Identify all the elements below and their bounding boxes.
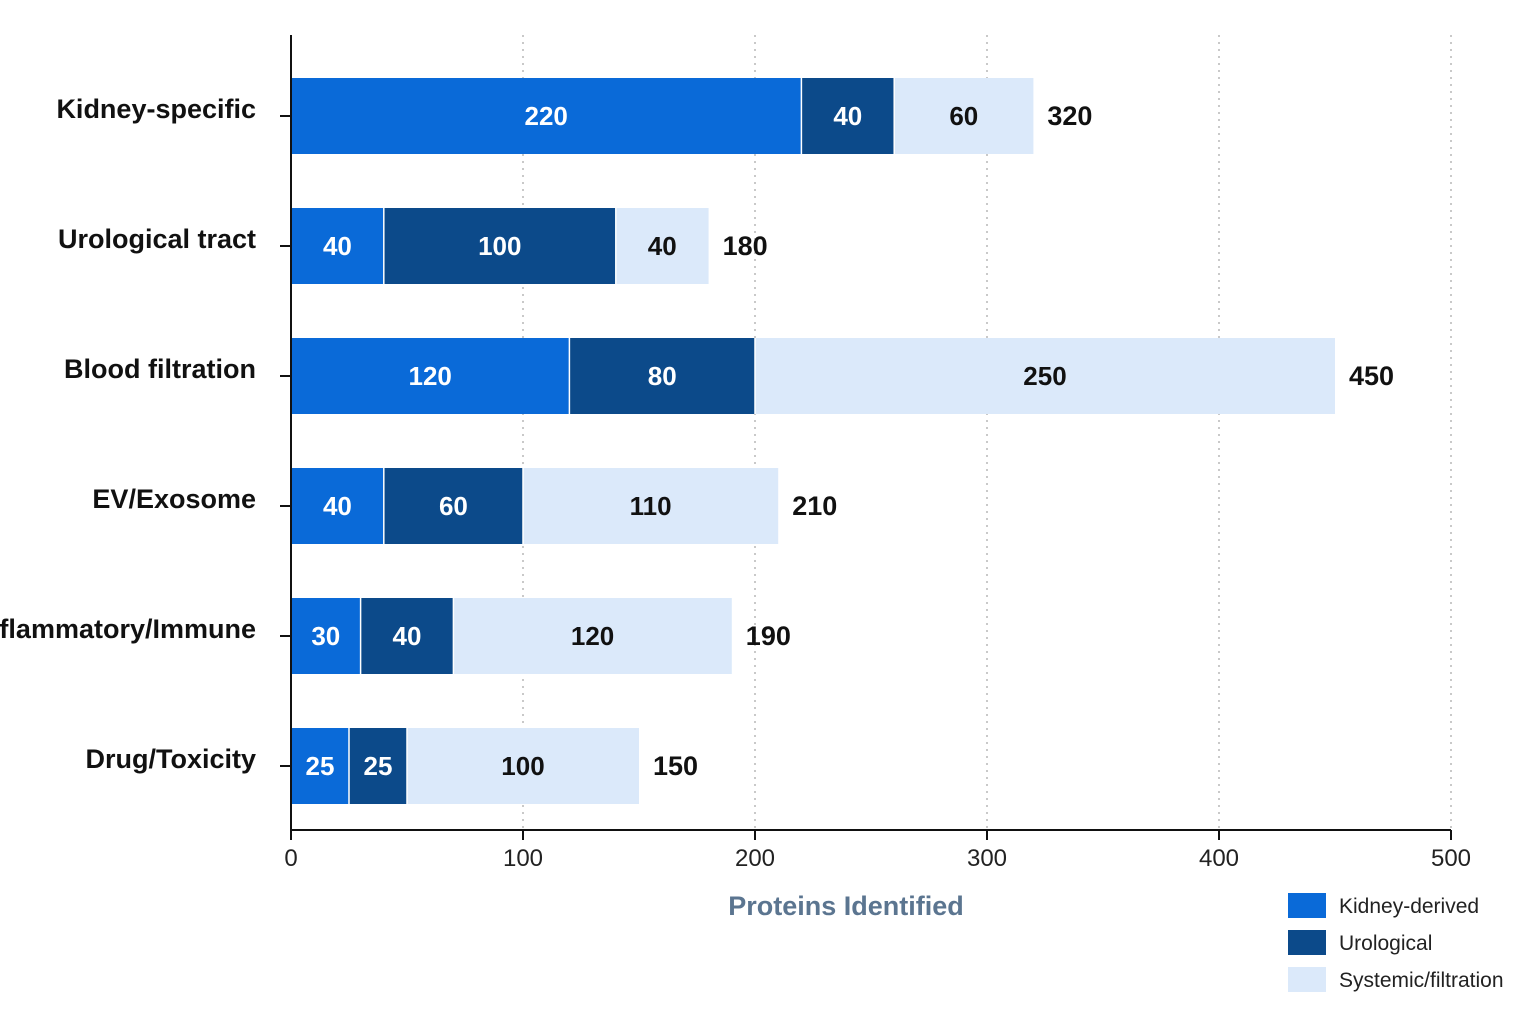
segment-value-label: 60 xyxy=(949,101,978,131)
bar-total-label: 210 xyxy=(792,491,837,521)
bar-total-label: 180 xyxy=(723,231,768,261)
legend-label: Kidney-derived xyxy=(1339,895,1479,918)
bar-segment xyxy=(755,338,1335,414)
bar-segment xyxy=(615,208,709,284)
bar-segment xyxy=(801,78,895,154)
category-label: Blood filtration xyxy=(64,354,256,384)
segment-value-label: 120 xyxy=(571,621,614,651)
bar-segment xyxy=(291,78,802,154)
segment-value-label: 40 xyxy=(393,621,422,651)
bar-segment xyxy=(407,728,639,804)
bar-segment xyxy=(291,598,361,674)
x-tick-label: 100 xyxy=(503,845,543,872)
bar-total-label: 450 xyxy=(1349,361,1394,391)
legend-label: Systemic/filtration xyxy=(1339,969,1504,992)
x-tick-label: 400 xyxy=(1199,845,1239,872)
segment-value-label: 40 xyxy=(323,231,352,261)
bar-segment xyxy=(453,598,732,674)
bar-total-label: 190 xyxy=(746,621,791,651)
segment-value-label: 80 xyxy=(648,361,677,391)
segment-value-label: 120 xyxy=(409,361,452,391)
x-tick-label: 200 xyxy=(735,845,775,872)
x-axis-title: Proteins Identified xyxy=(728,891,964,921)
segment-value-label: 110 xyxy=(630,491,672,521)
bar-total-label: 320 xyxy=(1047,101,1092,131)
axes: 0 100 200 300 400 500 xyxy=(280,35,1471,872)
bar-segment xyxy=(569,338,755,414)
bar-segment xyxy=(360,598,454,674)
category-label: Urological tract xyxy=(58,224,256,254)
segment-value-label: 25 xyxy=(306,751,335,781)
segment-value-label: 40 xyxy=(323,491,352,521)
x-tick-label: 0 xyxy=(284,845,297,872)
labels: 220 40 60 320 Kidney-specific 40 100 40 180 Urolo… xyxy=(0,94,1394,781)
legend: Kidney-derived Urological Systemic/filtrat… xyxy=(1288,893,1504,992)
legend-swatch xyxy=(1288,967,1326,992)
segment-value-label: 40 xyxy=(648,231,677,261)
segment-value-label: 30 xyxy=(311,621,340,651)
segment-value-label: 25 xyxy=(364,751,393,781)
bar-segment xyxy=(523,468,779,544)
bar-segment xyxy=(291,338,570,414)
category-label: Drug/Toxicity xyxy=(85,744,256,774)
bar-total-label: 150 xyxy=(653,751,698,781)
x-tick-label: 500 xyxy=(1431,845,1471,872)
bar-segment xyxy=(291,468,384,544)
bar-segment xyxy=(383,468,523,544)
legend-swatch xyxy=(1288,893,1326,918)
bar-segment xyxy=(383,208,616,284)
grid-lines xyxy=(522,35,1452,830)
legend-swatch xyxy=(1288,930,1326,955)
segment-value-label: 60 xyxy=(439,491,468,521)
category-label: Inflammatory/Immune xyxy=(0,614,256,644)
category-label: Kidney-specific xyxy=(56,94,256,124)
category-label: EV/Exosome xyxy=(92,484,256,514)
segment-value-label: 40 xyxy=(833,101,862,131)
bar-segment xyxy=(291,728,349,804)
bar-segment xyxy=(349,728,407,804)
bar-segment xyxy=(894,78,1034,154)
legend-label: Urological xyxy=(1339,932,1432,955)
segment-value-label: 220 xyxy=(525,101,568,131)
bar-segment xyxy=(291,208,384,284)
x-tick-label: 300 xyxy=(967,845,1007,872)
bars xyxy=(291,78,1335,804)
segment-value-label: 250 xyxy=(1023,361,1066,391)
segment-value-label: 100 xyxy=(478,231,521,261)
segment-value-label: 100 xyxy=(501,751,544,781)
